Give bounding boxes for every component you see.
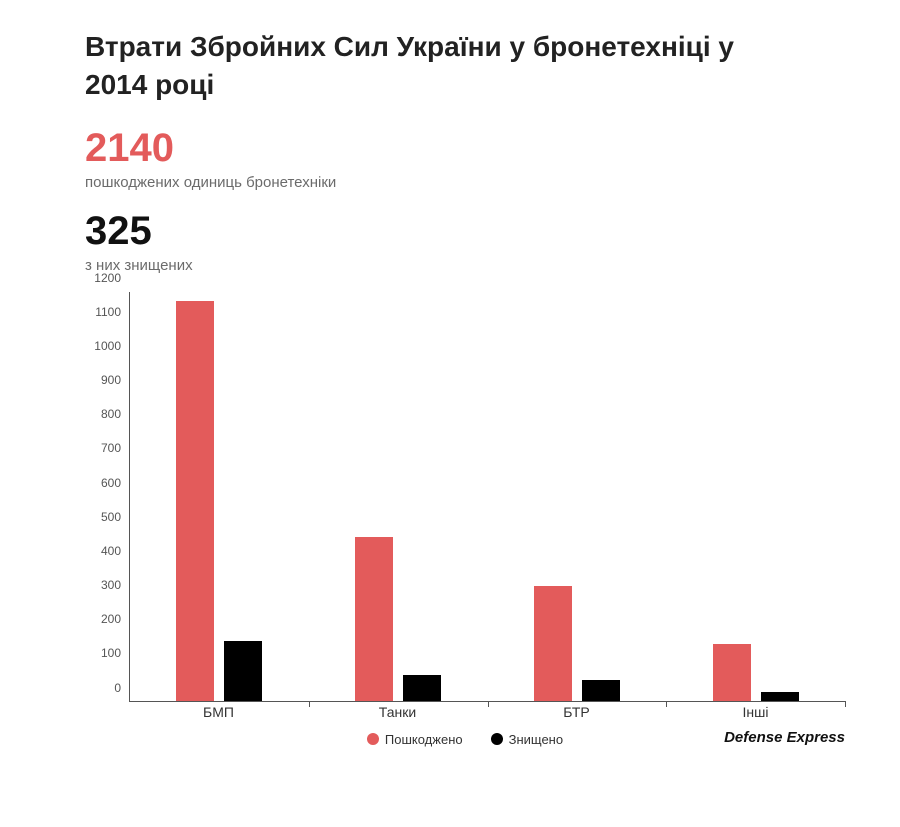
y-tick-label: 700 [101, 441, 121, 455]
bar [713, 644, 751, 700]
bar [355, 537, 393, 701]
chart-title: Втрати Збройних Сил України у бронетехні… [85, 28, 785, 104]
legend-label: Знищено [509, 732, 563, 747]
legend-swatch [491, 733, 503, 745]
bar-group [488, 586, 667, 700]
y-tick-label: 400 [101, 544, 121, 558]
y-tick-label: 0 [114, 681, 121, 695]
y-tick-label: 200 [101, 612, 121, 626]
bar [176, 301, 214, 701]
legend-item: Знищено [491, 732, 563, 747]
y-tick-label: 800 [101, 407, 121, 421]
x-axis-label: БМП [129, 702, 308, 722]
y-tick-label: 600 [101, 476, 121, 490]
brand-label: Defense Express [724, 729, 845, 746]
y-tick-label: 900 [101, 373, 121, 387]
x-axis-label: БТР [487, 702, 666, 722]
y-tick-label: 1200 [94, 271, 121, 285]
losses-chart: 0100200300400500600700800900100011001200… [85, 292, 845, 722]
summary-damaged-value: 2140 [85, 126, 852, 170]
summary-destroyed-caption: з них знищених [85, 257, 852, 274]
bar [403, 675, 441, 701]
y-axis: 0100200300400500600700800900100011001200 [85, 292, 125, 702]
y-tick-label: 300 [101, 578, 121, 592]
bar [761, 692, 799, 701]
x-axis-label: Танки [308, 702, 487, 722]
y-tick-label: 1000 [94, 339, 121, 353]
legend-item: Пошкоджено [367, 732, 463, 747]
legend-swatch [367, 733, 379, 745]
summary-destroyed: 325 з них знищених [85, 209, 852, 274]
x-axis-labels: БМПТанкиБТРІнші [129, 702, 845, 722]
bar [534, 586, 572, 700]
plot-area [129, 292, 845, 702]
summary-damaged: 2140 пошкоджених одиниць бронетехніки [85, 126, 852, 191]
summary-damaged-caption: пошкоджених одиниць бронетехніки [85, 174, 852, 191]
bar [582, 680, 620, 701]
y-tick-label: 1100 [95, 305, 121, 319]
bar-group [309, 537, 488, 701]
bar-group [666, 644, 845, 700]
y-tick-label: 100 [101, 646, 121, 660]
summary-destroyed-value: 325 [85, 209, 852, 253]
x-tick [845, 701, 846, 707]
bar-group [130, 301, 309, 701]
x-axis-label: Інші [666, 702, 845, 722]
bar [224, 641, 262, 701]
legend-label: Пошкоджено [385, 732, 463, 747]
y-tick-label: 500 [101, 510, 121, 524]
